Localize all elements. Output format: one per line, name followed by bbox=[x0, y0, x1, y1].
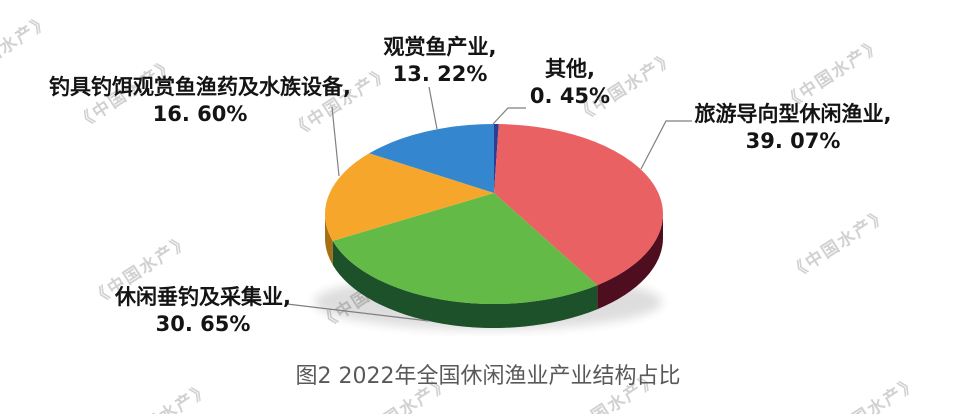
slice-label-tourism: 旅游导向型休闲渔业, 39. 07% bbox=[695, 101, 892, 155]
pie-slice-tackle-bait-equipment bbox=[324, 153, 494, 241]
slice-label-name: 钓具钓饵观赏鱼渔药及水族设备, bbox=[49, 75, 351, 99]
leader-line-ornamental-fish bbox=[428, 86, 438, 130]
pie-slice-other bbox=[494, 124, 499, 193]
leader-line-other bbox=[492, 107, 526, 125]
pie-slice-ornamental-fish bbox=[369, 124, 494, 193]
slice-label-tackle-bait-equipment: 钓具钓饵观赏鱼渔药及水族设备, 16. 60% bbox=[49, 74, 351, 128]
slice-label-angling-gathering: 休闲垂钓及采集业, 30. 65% bbox=[115, 284, 291, 338]
pie-slice-side-tackle-bait-equipment bbox=[325, 214, 333, 265]
leader-line-tackle-bait-equipment bbox=[331, 106, 340, 177]
pie-slice-angling-gathering bbox=[332, 193, 598, 305]
slice-label-value: 16. 60% bbox=[152, 102, 248, 126]
slice-label-name: 观赏鱼产业, bbox=[383, 35, 497, 59]
slice-label-value: 0. 45% bbox=[529, 84, 611, 108]
slice-label-other: 其他, 0. 45% bbox=[530, 56, 610, 110]
slice-label-value: 30. 65% bbox=[155, 312, 251, 336]
slice-label-value: 13. 22% bbox=[392, 62, 488, 86]
leader-line-angling-gathering bbox=[286, 303, 430, 322]
slice-label-name: 其他, bbox=[545, 57, 595, 81]
slice-label-name: 休闲垂钓及采集业, bbox=[115, 285, 291, 309]
slice-label-name: 旅游导向型休闲渔业, bbox=[694, 102, 892, 126]
pie-slice-side-tourism bbox=[597, 214, 663, 310]
slice-label-value: 39. 07% bbox=[745, 129, 841, 153]
pie-slice-side-angling-gathering bbox=[332, 240, 598, 329]
pie-slice-tourism bbox=[494, 124, 663, 286]
leader-line-tourism bbox=[640, 120, 692, 170]
slice-label-ornamental-fish: 观赏鱼产业, 13. 22% bbox=[384, 34, 497, 88]
figure-caption: 图2 2022年全国休闲渔业产业结构占比 bbox=[295, 364, 681, 389]
